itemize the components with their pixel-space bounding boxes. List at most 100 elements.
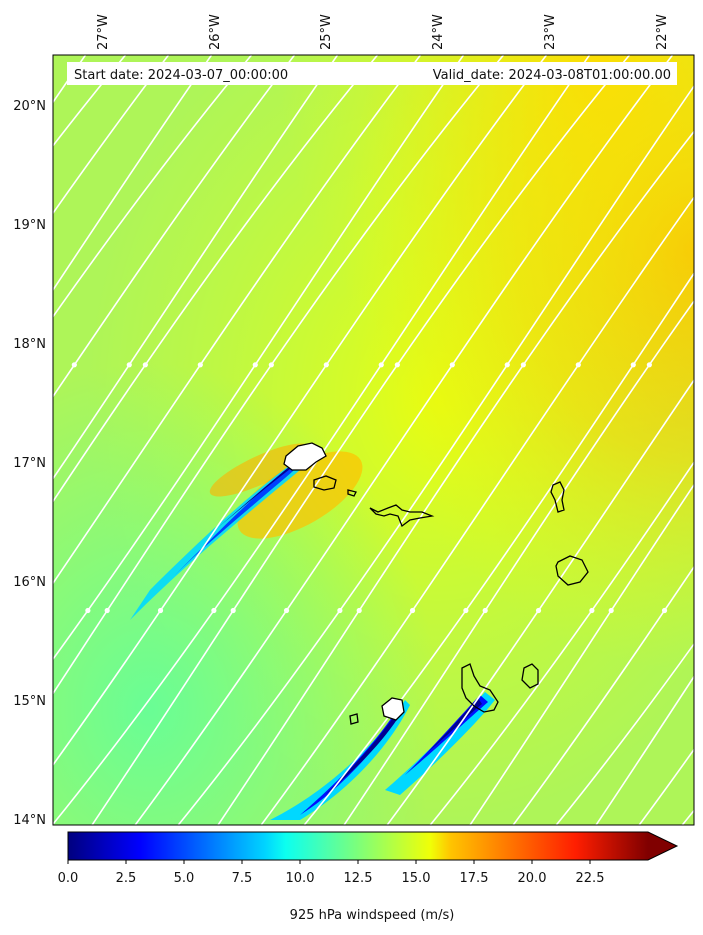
streamline-arrow-icon — [71, 362, 77, 368]
lon-label-22w: 22°W — [655, 14, 670, 50]
streamline-arrow-icon — [337, 607, 343, 614]
lon-label-24w: 24°W — [431, 14, 446, 50]
lat-label-18n: 18°N — [13, 337, 46, 352]
streamline-arrow-icon — [504, 362, 510, 368]
colorbar-tick-label: 22.5 — [576, 871, 605, 886]
streamline — [53, 55, 465, 661]
info-banner: Start date: 2024-03-07_00:00:00 Valid_da… — [67, 62, 677, 85]
streamline-arrow-icon — [323, 362, 329, 368]
lat-label-15n: 15°N — [13, 694, 46, 709]
streamline-arrow-icon — [378, 362, 384, 368]
colorbar-tick-label: 0.0 — [58, 871, 79, 886]
streamline — [134, 55, 674, 825]
colorbar-tick-label: 15.0 — [402, 871, 431, 886]
streamline — [53, 55, 296, 398]
latitude-axis: 20°N 19°N 18°N 17°N 16°N 15°N 14°N — [13, 99, 46, 828]
streamline-arrow-icon — [230, 607, 236, 614]
colorbar-tick-label: 5.0 — [174, 871, 195, 886]
field-orange-patch-2 — [209, 443, 311, 497]
island-santiago — [461, 663, 499, 713]
streamline-arrow-icon — [520, 362, 526, 368]
island-santo-antao — [283, 442, 327, 471]
windspeed-field — [53, 55, 694, 825]
colorbar-tick-label: 10.0 — [286, 871, 315, 886]
streamline-arrow-icon — [157, 607, 164, 614]
streamline-arrow-icon — [482, 607, 488, 614]
streamline-arrow-icon — [126, 362, 132, 368]
streamline — [177, 84, 694, 825]
lon-label-25w: 25°W — [319, 14, 334, 50]
streamline — [53, 55, 170, 215]
streamline — [343, 299, 694, 825]
streamline-arrow-icon — [268, 362, 274, 368]
lat-label-16n: 16°N — [13, 575, 46, 590]
lon-label-23w: 23°W — [543, 14, 558, 50]
colorbar-tick-label: 17.5 — [460, 871, 489, 886]
streamline — [53, 55, 213, 292]
island-maio — [521, 663, 539, 689]
field-warm-zone-top — [53, 55, 694, 825]
lat-label-20n: 20°N — [13, 99, 46, 114]
streamline — [512, 565, 694, 825]
streamline — [53, 55, 379, 503]
info-banner-bg — [67, 62, 677, 85]
field-orange-patch — [237, 451, 363, 539]
streamline — [595, 675, 694, 825]
wake-north — [130, 452, 310, 620]
plot-frame — [52, 54, 695, 826]
streamline-arrow-icon — [85, 607, 91, 614]
island-boa-vista — [555, 555, 589, 586]
streamline-arrow-icon — [32, 608, 37, 613]
streamline — [429, 460, 694, 825]
streamline-arrow-icon — [646, 362, 652, 368]
streamline — [217, 130, 694, 825]
lat-label-14n: 14°N — [13, 813, 46, 828]
colorbar: 0.0 2.5 5.0 7.5 10.0 12.5 15.0 17.5 20.0 22.5 925… — [58, 831, 679, 923]
streamline-arrow-icon — [535, 607, 542, 614]
streamline — [53, 55, 591, 825]
colorbar-tick-label: 2.5 — [116, 871, 137, 886]
island-sao-nicolau — [369, 504, 435, 528]
longitude-axis: 27°W 26°W 25°W 24°W 23°W 22°W — [96, 14, 670, 50]
streamline — [303, 271, 694, 825]
lat-label-19n: 19°N — [13, 218, 46, 233]
streamline — [53, 55, 505, 695]
colorbar-tick-label: 7.5 — [232, 871, 253, 886]
streamline-arrow-icon — [17, 362, 22, 367]
streamline — [469, 483, 694, 825]
streamline — [260, 196, 694, 825]
streamline-arrow-icon — [589, 607, 595, 614]
streamline-arrow-icon — [197, 362, 203, 368]
streamline-arrow-icon — [356, 607, 362, 614]
island-sal — [550, 481, 565, 513]
island-brava — [349, 713, 359, 725]
island-sao-vicente — [313, 475, 337, 491]
streamline — [0, 40, 12, 840]
streamline-arrow-icon — [252, 362, 258, 368]
colorbar-ticks: 0.0 2.5 5.0 7.5 10.0 12.5 15.0 17.5 20.0 22.5 — [58, 860, 605, 886]
valid-date-label: Valid_date: 2024-03-08T01:00:00.00 — [433, 68, 671, 83]
coastlines — [283, 442, 589, 725]
streamline-arrow-icon — [463, 607, 469, 614]
streamline-arrow-icon — [449, 362, 455, 368]
streamline — [53, 55, 253, 318]
streamline-arrow-icon — [394, 362, 400, 368]
streamline — [555, 642, 694, 825]
colorbar-tick-label: 20.0 — [518, 871, 547, 886]
streamline-arrow-icon — [283, 607, 290, 614]
streamline-arrow-icon — [142, 362, 148, 368]
streamline-arrow-icon — [104, 607, 110, 614]
streamline-arrow-icon — [1, 362, 6, 367]
colorbar-gradient — [68, 832, 648, 860]
streamlines — [0, 40, 694, 840]
colorbar-tick-label: 12.5 — [344, 871, 373, 886]
streamline-arrow-icon — [661, 607, 668, 614]
streamline — [91, 55, 631, 825]
lon-label-27w: 27°W — [96, 14, 111, 50]
island-fogo — [381, 697, 405, 721]
start-date-label: Start date: 2024-03-07_00:00:00 — [74, 68, 288, 83]
island-santa-luzia — [347, 489, 357, 497]
lat-label-17n: 17°N — [13, 456, 46, 471]
lon-label-26w: 26°W — [208, 14, 223, 50]
